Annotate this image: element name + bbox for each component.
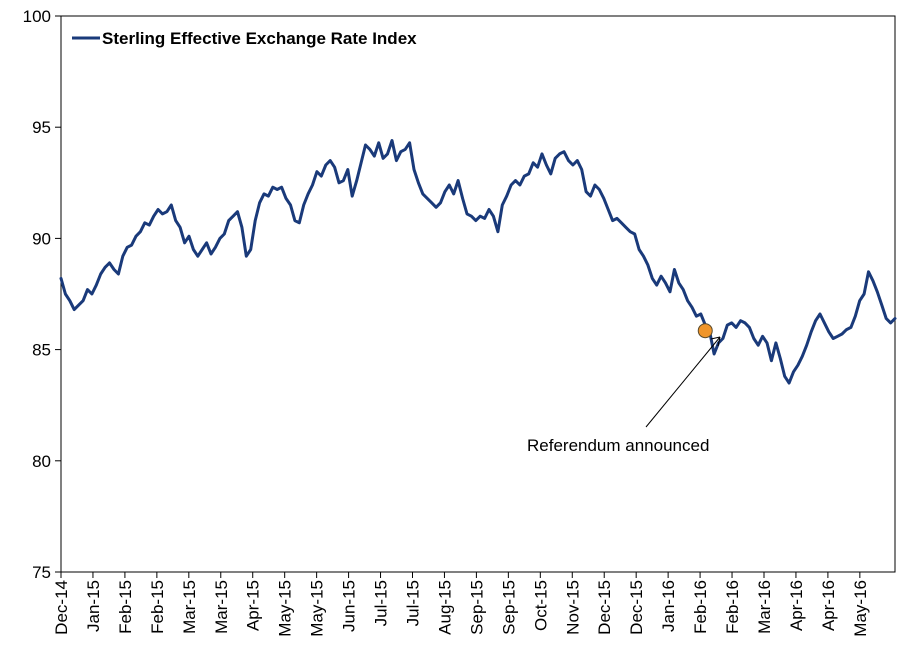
y-tick-label: 85 (32, 341, 51, 360)
x-tick-label: Feb-16 (723, 580, 742, 634)
x-tick-label: Apr-15 (244, 580, 263, 631)
x-tick-label: Oct-15 (531, 580, 550, 631)
series-line (59, 139, 897, 385)
y-tick-label: 95 (32, 118, 51, 137)
x-tick-label: Jul-15 (403, 580, 422, 626)
x-tick-label: Feb-15 (116, 580, 135, 634)
x-axis: Dec-14 Jan-15 Feb-15 Feb-15 Mar-15 Mar-15 Apr-… (52, 572, 870, 637)
legend: Sterling Effective Exchange Rate Index (72, 29, 417, 48)
x-tick-label: Dec-15 (627, 580, 646, 635)
x-tick-label: Aug-15 (435, 580, 454, 635)
x-tick-label: Jan-15 (84, 580, 103, 632)
x-tick-label: Jul-15 (372, 580, 391, 626)
y-tick-label: 100 (23, 7, 51, 26)
annotation-label: Referendum announced (527, 436, 709, 455)
x-tick-label: Jan-16 (659, 580, 678, 632)
x-tick-label: Dec-15 (595, 580, 614, 635)
y-axis: 75 80 85 90 95 100 (23, 7, 61, 582)
plot-frame (60, 15, 896, 573)
x-tick-label: Mar-16 (755, 580, 774, 634)
x-tick-label: Dec-14 (52, 580, 71, 635)
x-tick-label: Mar-15 (180, 580, 199, 634)
x-tick-label: Feb-15 (148, 580, 167, 634)
y-tick-label: 75 (32, 563, 51, 582)
x-tick-label: May-15 (276, 580, 295, 637)
y-tick-label: 90 (32, 229, 51, 248)
x-tick-label: Sep-15 (467, 580, 486, 635)
x-tick-label: May-15 (308, 580, 327, 637)
x-tick-label: May-16 (851, 580, 870, 637)
x-tick-label: Nov-15 (563, 580, 582, 635)
x-tick-label: Feb-16 (691, 580, 710, 634)
x-tick-label: Sep-15 (499, 580, 518, 635)
x-tick-label: Apr-16 (787, 580, 806, 631)
event-marker (697, 323, 713, 339)
legend-label: Sterling Effective Exchange Rate Index (102, 29, 417, 48)
x-tick-label: Jun-15 (340, 580, 359, 632)
annotation: Referendum announced (527, 323, 721, 455)
y-tick-label: 80 (32, 452, 51, 471)
x-tick-label: Apr-16 (819, 580, 838, 631)
x-tick-label: Mar-15 (212, 580, 231, 634)
annotation-arrow-line (645, 336, 721, 428)
annotation-arrowhead-icon (710, 336, 721, 347)
